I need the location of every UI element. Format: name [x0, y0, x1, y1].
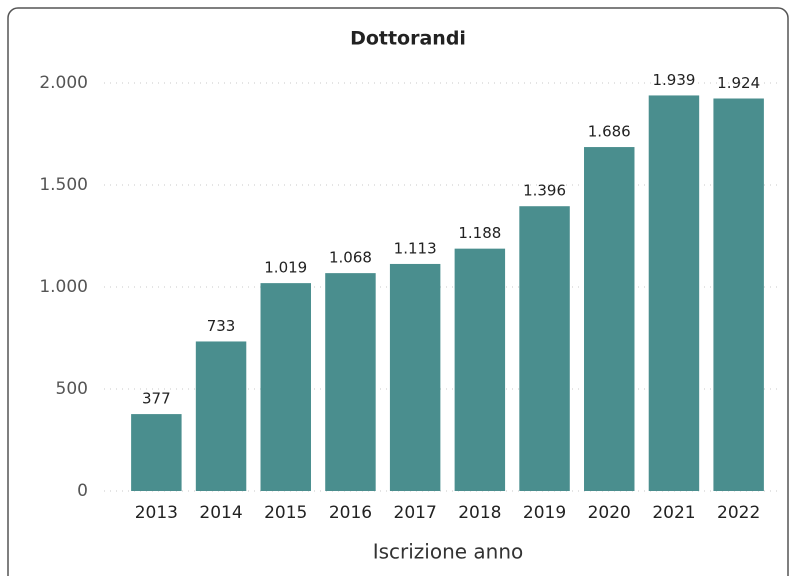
bar: [195, 341, 247, 491]
x-tick-label: 2015: [264, 503, 307, 523]
x-tick-label: 2018: [458, 503, 501, 523]
x-tick-label: 2021: [652, 503, 695, 523]
data-label: 1.113: [394, 239, 437, 257]
bar: [713, 98, 764, 491]
x-axis-title: Iscrizione anno: [373, 540, 524, 564]
bar: [519, 206, 570, 491]
bar: [389, 263, 441, 491]
chart-title: Dottorandi: [350, 28, 466, 50]
y-tick-label: 500: [56, 379, 88, 399]
bar: [260, 283, 311, 491]
data-label: 1.924: [717, 74, 760, 92]
data-label: 1.019: [264, 259, 307, 277]
y-tick-label: 1.000: [39, 277, 88, 297]
data-label: 1.686: [588, 123, 631, 141]
x-tick-label: 2017: [394, 503, 437, 523]
x-tick-label: 2016: [329, 503, 372, 523]
y-tick-label: 2.000: [39, 73, 88, 93]
bar: [131, 414, 182, 491]
bar: [648, 95, 700, 491]
x-tick-label: 2014: [199, 503, 242, 523]
data-label: 1.188: [458, 224, 501, 242]
y-tick-label: 0: [77, 481, 88, 501]
data-label: 1.396: [523, 182, 566, 200]
y-tick-label: 1.500: [39, 175, 88, 195]
bar: [584, 147, 635, 491]
data-label: 1.939: [652, 71, 695, 89]
x-tick-label: 2020: [588, 503, 631, 523]
data-label: 377: [142, 390, 171, 408]
data-label: 1.068: [329, 249, 372, 267]
data-label: 733: [207, 317, 236, 335]
x-tick-label: 2019: [523, 503, 566, 523]
bar: [325, 273, 376, 491]
x-tick-label: 2022: [717, 503, 760, 523]
bar: [454, 248, 506, 491]
x-tick-label: 2013: [135, 503, 178, 523]
